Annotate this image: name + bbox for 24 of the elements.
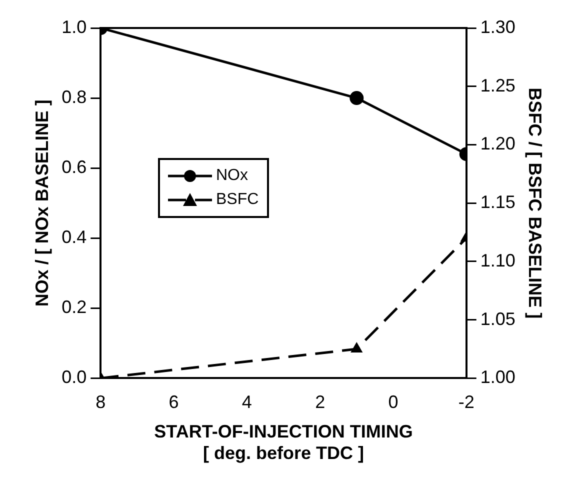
y2-tick-label: 1.00 [480,367,516,388]
x-tick-label: 0 [388,392,398,412]
y-tick-label: 0.2 [62,297,87,318]
y2-axis-title: BSFC / [ BSFC BASELINE ] [525,88,546,319]
x-tick-label: -2 [458,392,474,412]
y2-tick-label: 1.10 [480,250,516,270]
y-tick-label: 1.0 [62,16,87,37]
y2-tick-label: 1.15 [480,192,516,212]
y-tick-label: 0.4 [62,227,87,248]
x-axis-title: START-OF-INJECTION TIMING [ deg. before TDC ] [154,422,413,464]
legend-label: NOx [216,166,248,186]
y2-tick-label: 1.05 [480,308,516,329]
y2-tick-label: 1.30 [480,16,516,37]
y-axis-title: NOx / [ NOx BASELINE ] [32,100,52,307]
x-tick-label: 2 [315,392,326,412]
legend-label: BSFC [216,190,259,210]
y2-tick-label: 1.20 [480,134,516,154]
y2-tick-label: 1.25 [480,75,516,96]
x-tick-label: 4 [242,392,252,412]
x-tick-label: 8 [96,392,106,412]
y-tick-label: 0.8 [62,87,87,108]
x-tick-label: 6 [168,392,179,412]
y-tick-label: 0.0 [62,367,87,388]
y-tick-label: 0.6 [62,157,87,178]
